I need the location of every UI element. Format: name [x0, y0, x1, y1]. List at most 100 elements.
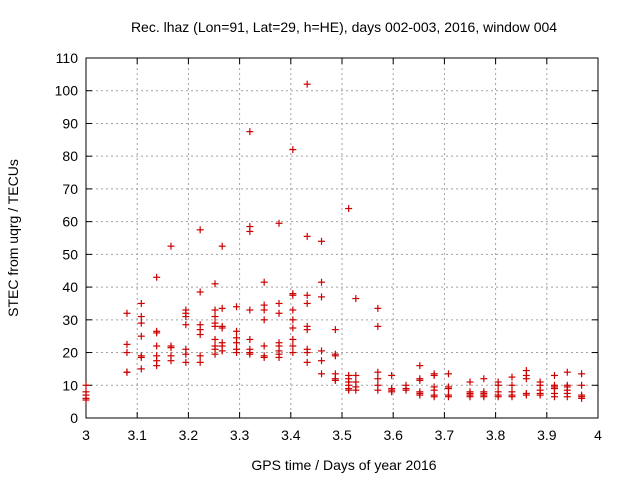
y-tick-label: 30: [62, 312, 78, 328]
y-axis-label: STEC from uqrg / TECUs: [5, 159, 21, 317]
data-point: [275, 353, 283, 361]
data-point: [137, 313, 145, 321]
data-point: [578, 370, 586, 378]
data-point: [137, 365, 145, 373]
data-point: [374, 322, 382, 330]
data-point: [233, 339, 241, 347]
x-tick-label: 3.1: [127, 427, 147, 443]
data-point: [388, 388, 396, 396]
data-point: [275, 219, 283, 227]
data-point: [318, 278, 326, 286]
data-point: [508, 381, 516, 389]
data-point: [211, 306, 219, 314]
data-point: [430, 371, 438, 379]
data-point: [211, 322, 219, 330]
data-point: [550, 393, 558, 401]
data-point: [137, 332, 145, 340]
data-point: [137, 353, 145, 361]
data-point: [444, 370, 452, 378]
x-tick-labels: 3 3.1 3.2 3.3 3.4 3.5 3.6 3.7 3.8 3.9 4: [82, 427, 602, 443]
data-point: [153, 329, 161, 337]
data-point: [494, 393, 502, 401]
data-point: [352, 295, 360, 303]
data-point: [374, 375, 382, 383]
data-point: [466, 378, 474, 386]
data-point: [374, 386, 382, 394]
data-point: [218, 304, 226, 312]
data-point: [246, 128, 254, 136]
data-point: [260, 278, 268, 286]
data-point: [522, 375, 530, 383]
data-point: [137, 299, 145, 307]
data-point: [153, 362, 161, 370]
data-point: [246, 227, 254, 235]
data-point: [196, 352, 204, 360]
data-point: [303, 358, 311, 366]
data-point: [167, 242, 175, 250]
grid: [86, 58, 598, 418]
data-point: [563, 368, 571, 376]
data-point: [318, 370, 326, 378]
data-point: [416, 391, 424, 399]
data-point: [211, 335, 219, 343]
y-tick-label: 110: [56, 50, 79, 66]
data-point: [211, 313, 219, 321]
x-tick-label: 3.3: [230, 427, 250, 443]
data-point: [211, 280, 219, 288]
x-tick-label: 3.7: [435, 427, 455, 443]
data-point: [182, 358, 190, 366]
data-point: [182, 350, 190, 358]
y-tick-label: 70: [62, 181, 78, 197]
data-point: [82, 381, 90, 389]
data-point: [260, 353, 268, 361]
x-tick-label: 3.6: [383, 427, 403, 443]
data-point: [480, 375, 488, 383]
data-point: [218, 347, 226, 355]
data-point: [218, 324, 226, 332]
data-point: [275, 299, 283, 307]
y-tick-label: 60: [62, 214, 78, 230]
data-point: [246, 306, 254, 314]
data-point: [430, 393, 438, 401]
y-tick-label: 100: [55, 83, 79, 99]
y-tick-label: 10: [62, 377, 78, 393]
data-point: [303, 299, 311, 307]
data-point: [331, 352, 339, 360]
data-point: [167, 344, 175, 352]
data-point: [536, 391, 544, 399]
x-tick-label: 3.8: [486, 427, 506, 443]
data-point: [123, 309, 131, 317]
data-point: [153, 342, 161, 350]
data-point: [444, 393, 452, 401]
data-point: [182, 321, 190, 329]
data-point: [303, 326, 311, 334]
y-tick-label: 90: [62, 115, 78, 131]
data-point: [167, 357, 175, 365]
data-point: [260, 316, 268, 324]
data-point: [233, 327, 241, 335]
data-point: [374, 304, 382, 312]
data-point: [289, 342, 297, 350]
data-point: [123, 340, 131, 348]
y-tick-label: 20: [62, 345, 78, 361]
data-point: [480, 393, 488, 401]
data-point: [153, 273, 161, 281]
data-point: [196, 331, 204, 339]
data-point: [289, 349, 297, 357]
data-point: [233, 303, 241, 311]
chart-title: Rec. lhaz (Lon=91, Lat=29, h=HE), days 0…: [131, 19, 557, 35]
data-point: [303, 291, 311, 299]
data-point: [318, 347, 326, 355]
data-point: [289, 291, 297, 299]
y-tick-label: 50: [62, 246, 78, 262]
data-point: [345, 205, 353, 213]
data-point: [416, 362, 424, 370]
data-point: [578, 381, 586, 389]
data-point: [289, 335, 297, 343]
data-point: [374, 368, 382, 376]
data-point: [303, 80, 311, 88]
y-tick-label: 80: [62, 148, 78, 164]
data-point: [444, 385, 452, 393]
data-points: [82, 80, 586, 404]
data-point: [563, 393, 571, 401]
